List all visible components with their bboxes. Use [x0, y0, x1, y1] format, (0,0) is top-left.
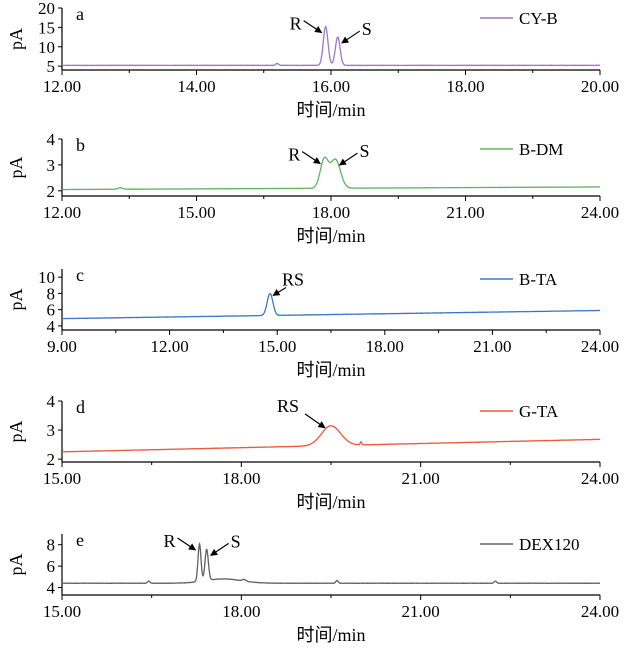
legend-label: CY-B: [519, 9, 558, 28]
x-tick-label: 9.00: [47, 337, 77, 356]
x-tick-label: 14.00: [177, 77, 215, 96]
x-tick-label: 12.00: [43, 203, 81, 222]
y-tick-label: 4: [47, 130, 56, 149]
peak-annotation: S: [231, 531, 241, 551]
x-tick-label: 24.00: [581, 337, 619, 356]
x-axis-label: 时间/min: [296, 226, 365, 246]
x-axis-label: 时间/min: [296, 625, 365, 645]
peak-annotation: RS: [277, 396, 299, 416]
signal-trace: [61, 541, 601, 585]
legend-label: B-DM: [519, 140, 563, 159]
y-tick-label: 2: [47, 450, 56, 469]
x-tick-label: 16.00: [312, 77, 350, 96]
x-tick-label: 15.00: [177, 203, 215, 222]
y-tick-label: 10: [38, 268, 55, 287]
x-tick-label: 15.00: [43, 469, 81, 488]
y-tick-label: 8: [47, 536, 56, 555]
x-tick-label: 24.00: [581, 203, 619, 222]
chart-panel-e: 15.00 18.00 21.00 24.00 4 6 8 pA 时间/min e DEX120 R S: [6, 530, 619, 645]
peak-annotation: S: [359, 141, 369, 161]
y-tick-label: 8: [47, 284, 56, 303]
y-axis-label: pA: [6, 28, 26, 50]
legend-label: B-TA: [519, 270, 558, 289]
signal-trace: [61, 292, 601, 320]
annotation-arrow: [272, 286, 287, 297]
x-tick-label: 21.00: [402, 602, 440, 621]
panel-label: d: [76, 397, 85, 417]
peak-annotation: S: [362, 19, 372, 39]
y-axis-label: pA: [6, 157, 26, 179]
annotation-arrow: [341, 30, 361, 44]
x-tick-label: 12.00: [43, 77, 81, 96]
y-tick-label: 20: [38, 0, 55, 18]
annotation-arrow: [210, 542, 229, 556]
signal-trace: [61, 25, 601, 67]
x-tick-label: 20.00: [581, 77, 619, 96]
x-tick-label: 12.00: [150, 337, 188, 356]
y-tick-label: 4: [47, 317, 56, 336]
x-tick-label: 24.00: [581, 602, 619, 621]
y-axis-label: pA: [6, 289, 26, 311]
annotation-arrow: [304, 413, 326, 429]
x-tick-label: 21.00: [473, 337, 511, 356]
panel-label: c: [76, 265, 84, 285]
y-tick-label: 3: [47, 421, 56, 440]
peak-annotation: R: [288, 145, 300, 165]
y-tick-label: 15: [38, 18, 55, 37]
peak-annotation: R: [290, 14, 302, 34]
x-tick-label: 24.00: [581, 469, 619, 488]
x-axis-label: 时间/min: [296, 360, 365, 380]
x-tick-label: 18.00: [312, 203, 350, 222]
y-tick-label: 4: [47, 579, 56, 598]
x-tick-label: 18.00: [446, 77, 484, 96]
x-axis-label: 时间/min: [296, 100, 365, 120]
x-tick-label: 21.00: [402, 469, 440, 488]
y-tick-label: 2: [47, 182, 56, 201]
signal-trace: [61, 425, 601, 453]
y-tick-label: 5: [47, 57, 56, 76]
y-tick-label: 6: [47, 557, 56, 576]
annotation-arrow: [303, 20, 323, 34]
panel-label: e: [76, 530, 84, 550]
panel-label: b: [76, 135, 85, 155]
x-tick-label: 15.00: [43, 602, 81, 621]
peak-annotation: RS: [282, 270, 304, 290]
x-tick-label: 18.00: [222, 602, 260, 621]
y-tick-label: 4: [47, 392, 56, 411]
chart-panel-d: 15.00 18.00 21.00 24.00 2 3 4 pA 时间/min d G-TA RS: [6, 392, 619, 512]
annotation-arrow: [301, 151, 321, 165]
x-axis-label: 时间/min: [296, 492, 365, 512]
y-tick-label: 3: [47, 156, 56, 175]
x-tick-label: 15.00: [258, 337, 296, 356]
annotation-arrow: [177, 537, 197, 551]
chart-panel-b: 12.00 15.00 18.00 21.00 24.00 2 3 4 pA 时间/min b B-D…: [6, 130, 619, 246]
x-tick-label: 18.00: [366, 337, 404, 356]
peak-annotation: R: [163, 531, 175, 551]
panel-label: a: [76, 4, 84, 24]
legend-label: G-TA: [519, 402, 559, 421]
y-tick-label: 10: [38, 38, 55, 57]
y-tick-label: 6: [47, 301, 56, 320]
annotation-arrow: [338, 152, 358, 166]
y-axis-label: pA: [6, 421, 26, 443]
x-tick-label: 18.00: [222, 469, 260, 488]
x-tick-label: 21.00: [446, 203, 484, 222]
legend-label: DEX120: [519, 535, 579, 554]
signal-trace: [61, 156, 601, 191]
y-axis-label: pA: [6, 554, 26, 576]
